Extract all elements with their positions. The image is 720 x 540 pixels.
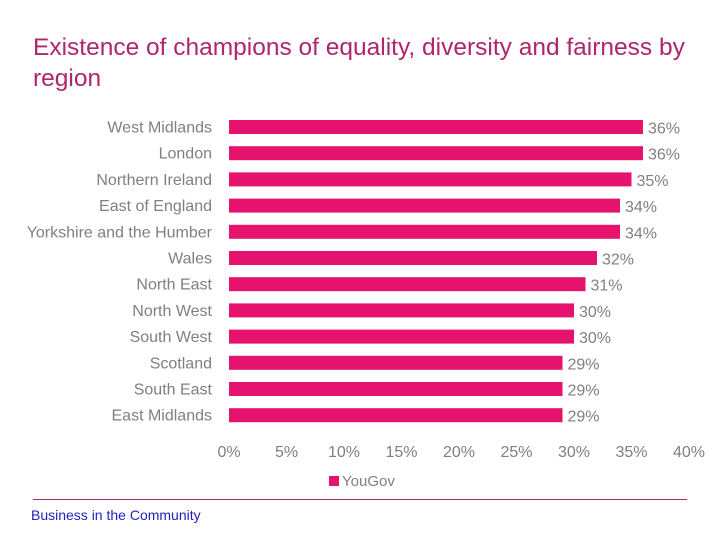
category-label: Scotland (150, 355, 212, 372)
x-tick-label: 25% (500, 444, 532, 461)
category-label: West Midlands (107, 120, 212, 137)
bar (229, 172, 632, 187)
value-label: 30% (579, 304, 611, 321)
bar (229, 329, 574, 344)
bar (229, 277, 586, 292)
category-label: Wales (168, 251, 212, 268)
bar (229, 408, 563, 423)
category-label: London (159, 146, 212, 163)
category-label: Northern Ireland (96, 172, 212, 189)
bar (229, 198, 620, 213)
x-tick-label: 20% (443, 444, 475, 461)
bar (229, 303, 574, 318)
bar (229, 224, 620, 239)
legend-swatch (329, 476, 339, 486)
x-tick-label: 30% (558, 444, 590, 461)
bar (229, 355, 563, 370)
bar-chart: West Midlands 36% London 36% Northern Irelan… (27, 120, 705, 491)
value-label: 34% (625, 199, 657, 216)
category-label: North East (136, 277, 212, 294)
x-tick-label: 5% (275, 444, 298, 461)
value-label: 30% (579, 330, 611, 347)
bar (229, 382, 563, 396)
value-label: 29% (568, 356, 600, 373)
x-tick-label: 10% (328, 444, 360, 461)
value-label: 36% (648, 121, 680, 138)
x-tick-label: 35% (615, 444, 647, 461)
value-label: 35% (637, 173, 669, 190)
value-label: 36% (648, 147, 680, 164)
bar (229, 146, 643, 161)
x-tick-label: 40% (673, 444, 705, 461)
value-label: 29% (568, 409, 600, 426)
footer-divider (33, 499, 687, 500)
x-tick-label: 0% (217, 444, 240, 461)
category-label: South West (130, 329, 213, 346)
chart-title: Existence of champions of equality, dive… (33, 34, 685, 92)
footer-text: Business in the Community (31, 507, 201, 523)
legend-label: YouGov (342, 473, 395, 490)
category-label: East Midlands (112, 408, 213, 425)
value-label: 31% (591, 278, 623, 295)
category-label: Yorkshire and the Humber (27, 224, 213, 241)
value-label: 32% (602, 252, 634, 269)
bar (229, 251, 597, 265)
category-label: East of England (99, 198, 212, 215)
value-label: 29% (568, 383, 600, 400)
bar (229, 120, 643, 134)
category-label: South East (134, 382, 213, 399)
value-label: 34% (625, 225, 657, 242)
x-tick-label: 15% (385, 444, 417, 461)
category-label: North West (132, 303, 212, 320)
